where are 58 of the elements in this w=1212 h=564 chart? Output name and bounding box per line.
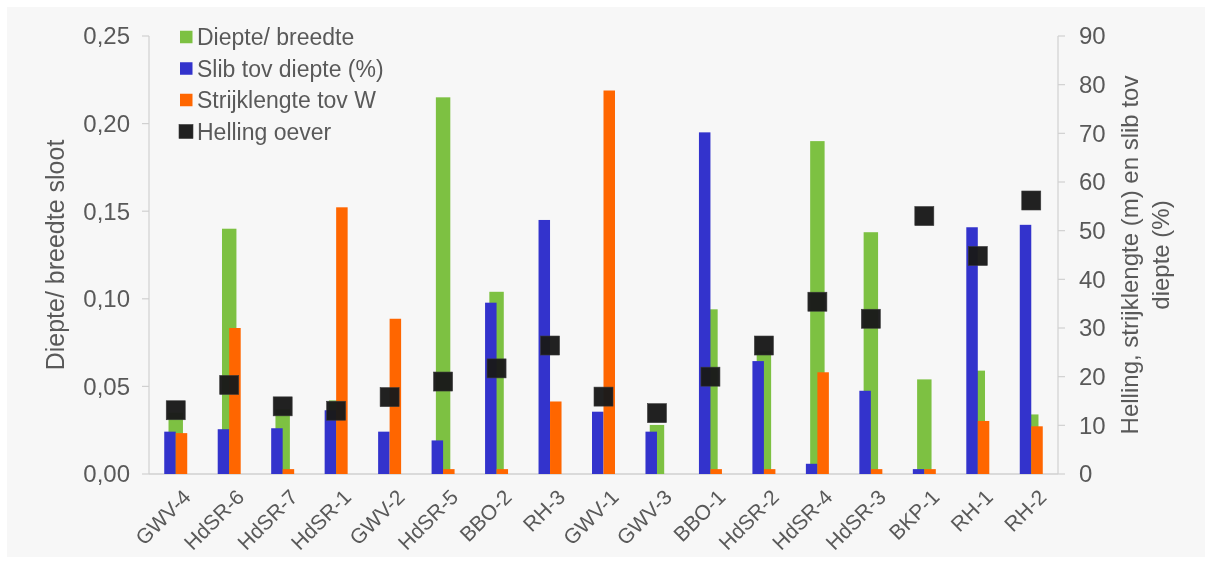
bar (924, 469, 936, 474)
y-tick-label: 0,10 (83, 285, 130, 313)
bar (763, 469, 776, 474)
y2-axis-title: Helling, strijklengte (m) en slib tov diepte (%) (1116, 75, 1174, 435)
point (1021, 190, 1042, 211)
legend-label: Slib tov diepte (%) (197, 55, 384, 82)
legend-label: Strijklengte tov W (197, 87, 377, 114)
point (326, 400, 346, 421)
y2-tick-label: 30 (1079, 314, 1106, 342)
y2-tick-label: 50 (1079, 217, 1106, 245)
bar (805, 463, 818, 474)
point (647, 403, 667, 423)
y-tick-label: 0,15 (83, 197, 130, 225)
point (967, 246, 988, 266)
bar (336, 207, 348, 474)
y2-tick-label: 60 (1079, 168, 1106, 196)
bar (550, 401, 562, 474)
y2-tick-label: 10 (1079, 411, 1106, 439)
bar (592, 411, 604, 474)
y2-tick-label: 0 (1079, 460, 1093, 488)
bar (698, 132, 711, 474)
point (754, 335, 774, 356)
point (486, 358, 507, 379)
y-tick-label: 0,20 (83, 110, 130, 137)
bar (870, 469, 883, 474)
point (165, 400, 186, 421)
point (593, 386, 614, 407)
point (272, 396, 293, 417)
bar (817, 372, 829, 474)
y-tick-label: 0,00 (83, 460, 130, 488)
point (379, 387, 400, 407)
y-tick-label: 0,05 (83, 372, 130, 400)
bar (710, 469, 722, 474)
point (914, 206, 935, 226)
point (433, 371, 453, 392)
bar (378, 431, 390, 474)
point (861, 308, 881, 329)
bar (966, 227, 978, 474)
y-tick-label: 0,25 (83, 22, 130, 50)
point (540, 335, 560, 356)
bar (282, 469, 295, 474)
bar (912, 469, 925, 474)
legend-label: Diepte/ breedte (197, 24, 355, 51)
y2-tick-label: 90 (1079, 22, 1106, 50)
bar (496, 469, 509, 474)
y2-tick-label: 40 (1079, 265, 1106, 293)
y2-tick-label: 20 (1079, 363, 1106, 391)
y2-tick-label: 70 (1079, 119, 1106, 147)
bar (431, 440, 444, 474)
bar (603, 90, 615, 474)
point (219, 375, 240, 395)
y-axis-title: Diepte/ breedte sloot (41, 139, 69, 371)
point (700, 366, 721, 387)
legend-label: Helling oever (197, 118, 332, 145)
y2-tick-label: 80 (1079, 71, 1106, 99)
bar (443, 469, 455, 474)
point (807, 291, 828, 312)
bar (217, 429, 230, 474)
